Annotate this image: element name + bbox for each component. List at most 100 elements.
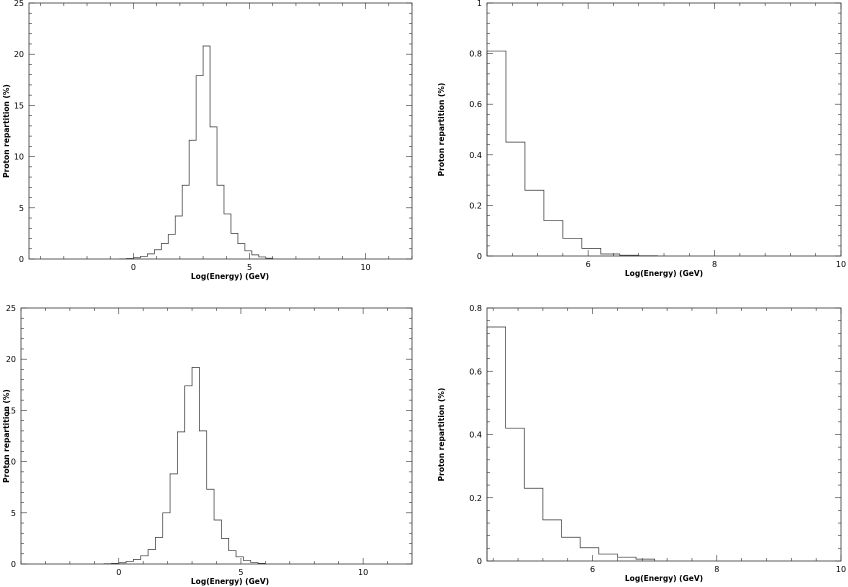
histogram-bin xyxy=(192,367,199,564)
y-tick-label: 25 xyxy=(14,0,24,8)
x-axis-label: Log(Energy) (GeV) xyxy=(625,269,703,278)
histogram-bin xyxy=(168,234,175,259)
y-tick-label: 20 xyxy=(14,50,24,59)
histogram-bin xyxy=(217,185,224,259)
y-tick-label: 0.2 xyxy=(469,494,482,503)
plot-frame xyxy=(28,2,413,260)
histogram-bin xyxy=(175,216,182,259)
y-axis-label: Proton repartition (%) xyxy=(437,83,446,177)
histogram-bin xyxy=(525,190,544,256)
y-tick-label: 20 xyxy=(6,355,16,364)
histogram-bin xyxy=(203,46,210,259)
y-tick-label: 15 xyxy=(6,406,16,415)
y-tick-label: 0.6 xyxy=(469,367,482,376)
histogram-outline xyxy=(486,326,656,561)
histogram-panel-bottom-right: 6 8 10 0 0.2 0.4 0.6 0.8 Log(Energy) (GeV) Proton… xyxy=(437,304,846,583)
histogram-bin xyxy=(580,548,599,561)
x-tick-label: 6 xyxy=(586,260,591,269)
y-tick-label: 0.4 xyxy=(469,151,482,160)
y-tick-label: 0.4 xyxy=(469,431,482,440)
histogram-bin xyxy=(236,557,243,564)
histogram-outline xyxy=(119,45,274,260)
histogram-bin xyxy=(182,185,189,259)
x-tick-label: 5 xyxy=(238,568,243,577)
histogram-bin xyxy=(487,51,506,256)
histogram-bin xyxy=(224,214,231,259)
histogram-bin xyxy=(229,551,236,564)
histogram-bin xyxy=(243,560,250,564)
x-tick-label: 10 xyxy=(836,565,846,574)
y-axis-label: Proton repartition (%) xyxy=(437,388,446,482)
histogram-bin xyxy=(544,221,563,256)
y-tick-label: 0 xyxy=(477,252,482,261)
histogram-panel-bottom-left: 0 5 10 0 5 10 15 20 25 Log(Energy) (GeV) Proton re… xyxy=(2,304,413,586)
histogram-bin xyxy=(582,248,601,256)
x-tick-label: 10 xyxy=(358,568,368,577)
y-tick-label: 0.2 xyxy=(469,201,482,210)
histogram-bin xyxy=(163,513,170,564)
histogram-bin xyxy=(161,244,168,259)
y-tick-label: 0.6 xyxy=(469,100,482,109)
x-axis-label: Log(Energy) (GeV) xyxy=(191,272,269,281)
histogram-panel-top-left: 0 5 10 0 5 10 15 20 25 Log(Energy) (GeV) Proton re… xyxy=(2,0,413,281)
plot-frame xyxy=(20,307,413,565)
histogram-bin xyxy=(543,520,562,561)
histogram-bin xyxy=(221,538,228,564)
x-tick-label: 0 xyxy=(116,568,121,577)
y-tick-label: 0 xyxy=(11,560,16,569)
histogram-bin xyxy=(617,557,636,561)
histogram-bin xyxy=(148,550,155,564)
histogram-bin xyxy=(524,488,543,561)
y-tick-label: 0 xyxy=(477,557,482,566)
x-tick-label: 10 xyxy=(360,263,370,272)
histogram-bin xyxy=(487,327,506,561)
y-tick-label: 5 xyxy=(19,204,24,213)
x-tick-label: 10 xyxy=(836,260,846,269)
histogram-bin xyxy=(252,255,259,259)
y-tick-label: 25 xyxy=(6,304,16,313)
histogram-bin xyxy=(238,244,245,259)
x-tick-label: 0 xyxy=(131,263,136,272)
histogram-bin xyxy=(133,559,140,564)
histogram-bin xyxy=(189,140,196,259)
y-tick-label: 0.8 xyxy=(469,50,482,59)
y-tick-label: 15 xyxy=(14,101,24,110)
histogram-outline xyxy=(486,50,659,257)
histogram-bin xyxy=(199,431,206,564)
x-tick-label: 5 xyxy=(247,263,252,272)
y-axis-label: Proton repartition (%) xyxy=(2,389,11,483)
histogram-bin xyxy=(196,76,203,259)
x-axis-label: Log(Energy) (GeV) xyxy=(191,577,269,586)
x-tick-label: 6 xyxy=(590,565,595,574)
histogram-bin xyxy=(245,251,252,259)
histogram-bin xyxy=(177,432,184,564)
histogram-bin xyxy=(155,537,162,564)
histogram-bin xyxy=(210,127,217,259)
histogram-bin xyxy=(562,537,581,561)
x-tick-label: 8 xyxy=(714,565,719,574)
plot-frame xyxy=(486,2,842,257)
y-tick-label: 1 xyxy=(477,0,482,8)
histogram-outline xyxy=(103,367,266,565)
histogram-bin xyxy=(231,233,238,259)
histogram-panel-top-right: 6 8 10 0 0.2 0.4 0.6 0.8 1 Log(Energy) (GeV) Proto… xyxy=(437,0,846,278)
y-tick-label: 10 xyxy=(14,153,24,162)
plot-frame xyxy=(486,307,842,562)
histogram-bin xyxy=(147,254,154,259)
x-axis-label: Log(Energy) (GeV) xyxy=(625,574,703,583)
y-axis-label: Proton repartition (%) xyxy=(2,84,11,178)
y-tick-label: 0 xyxy=(19,255,24,264)
histogram-bin xyxy=(185,386,192,564)
histogram-bin xyxy=(214,520,221,564)
histogram-bin xyxy=(506,142,525,256)
y-tick-label: 10 xyxy=(6,458,16,467)
histogram-bin xyxy=(599,554,618,561)
x-tick-label: 8 xyxy=(712,260,717,269)
y-tick-label: 5 xyxy=(11,509,16,518)
histogram-bin xyxy=(563,238,582,256)
histogram-bin xyxy=(170,474,177,564)
histogram-bin xyxy=(506,428,525,561)
histogram-bin xyxy=(141,556,148,564)
histogram-bin xyxy=(207,489,214,564)
